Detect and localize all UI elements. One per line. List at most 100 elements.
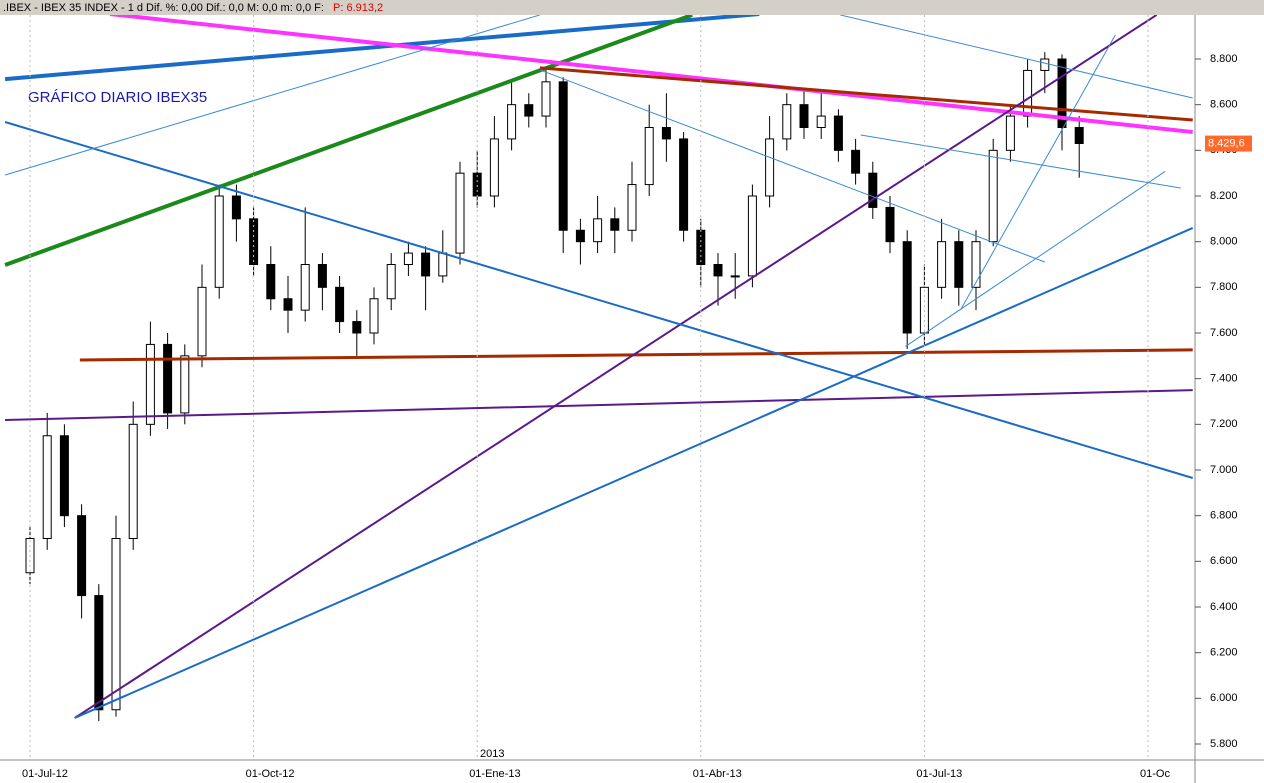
x-tick-label: 01-Abr-13: [693, 768, 742, 780]
candle-body: [386, 264, 396, 300]
y-tick-label: 7.000: [1210, 464, 1238, 476]
header-price: P: 6.913,2: [333, 2, 383, 14]
candle-body: [489, 138, 499, 197]
candle-body: [180, 355, 190, 414]
candle-body: [128, 423, 138, 540]
plot-area: [4, 15, 1194, 722]
candle-body: [575, 229, 585, 243]
y-tick-label: 6.200: [1210, 647, 1238, 659]
candle-body: [59, 435, 69, 517]
trendline: [860, 134, 1181, 189]
candle-body: [593, 218, 603, 243]
candle-body: [833, 115, 843, 151]
y-tick-label: 6.600: [1210, 555, 1238, 567]
candle-body: [507, 104, 517, 140]
candle-body: [851, 149, 861, 174]
y-tick-label: 6.800: [1210, 510, 1238, 522]
candle-body: [730, 275, 740, 278]
candle-body: [1040, 58, 1050, 71]
candle-body: [317, 264, 327, 288]
x-tick-label: 01-Oct-12: [246, 768, 295, 780]
candle-body: [799, 104, 809, 128]
candle-body: [868, 172, 878, 208]
header-bar: [0, 0, 1264, 15]
candle-body: [1005, 115, 1015, 151]
candle-body: [524, 104, 534, 117]
candle-body: [266, 264, 276, 300]
candle-body: [971, 241, 981, 288]
candle-body: [145, 343, 155, 425]
candle-body: [954, 241, 964, 288]
candle-body: [77, 515, 87, 597]
candle-body: [1057, 58, 1067, 128]
y-tick-label: 7.800: [1210, 281, 1238, 293]
trendline: [539, 69, 1045, 263]
candle-body: [610, 218, 620, 231]
trendline: [74, 227, 1194, 719]
candle-body: [369, 298, 379, 334]
candle-body: [214, 195, 224, 288]
candle-body: [231, 195, 241, 220]
candle-body: [1023, 69, 1033, 117]
candle-body: [352, 321, 362, 334]
candle-body: [885, 206, 895, 243]
trendline: [4, 15, 760, 82]
candle-body: [713, 264, 723, 277]
x-tick-label: 01-Jul-12: [22, 768, 68, 780]
year-label: 2013: [480, 748, 504, 760]
chart-title: GRÁFICO DIARIO IBEX35: [28, 89, 207, 106]
candle-body: [1074, 127, 1084, 144]
trendline: [74, 15, 1158, 719]
candle-body: [335, 286, 345, 323]
candle-body: [438, 252, 448, 277]
y-tick-label: 6.000: [1210, 692, 1238, 704]
y-tick-label: 8.200: [1210, 190, 1238, 202]
trendline: [840, 15, 1193, 99]
trendline: [960, 34, 1116, 311]
y-tick-label: 8.600: [1210, 99, 1238, 111]
candle-body: [765, 138, 775, 197]
candle-body: [197, 286, 207, 357]
trendline: [109, 15, 1193, 135]
last-price-label: 8.429,6: [1208, 137, 1245, 149]
y-tick-label: 8.800: [1210, 53, 1238, 65]
trendline: [79, 348, 1193, 362]
candle-body: [661, 127, 671, 140]
candle-body: [421, 252, 431, 277]
trendline: [905, 170, 1166, 347]
y-tick-label: 7.200: [1210, 418, 1238, 430]
candle-body: [816, 115, 826, 129]
candle-body: [679, 138, 689, 231]
candle-body: [782, 104, 792, 140]
y-tick-label: 8.000: [1210, 236, 1238, 248]
y-tick-label: 5.800: [1210, 738, 1238, 750]
candle-body: [455, 172, 465, 254]
candle-body: [627, 184, 637, 231]
y-tick-label: 7.400: [1210, 373, 1238, 385]
trendline: [4, 121, 1194, 479]
candle-body: [403, 252, 413, 265]
candle-body: [937, 241, 947, 288]
x-tick-label: 01-Oc: [1140, 768, 1170, 780]
candle-body: [644, 127, 654, 186]
last-price-box: [1205, 135, 1252, 152]
trendline: [4, 15, 693, 267]
candle-body: [94, 595, 104, 711]
candle-body: [988, 149, 998, 243]
candle-body: [541, 81, 551, 117]
header: .IBEX - IBEX 35 INDEX - 1 d Dif. %: 0,00…: [3, 2, 324, 14]
candle-body: [111, 538, 121, 711]
candle-body: [163, 343, 173, 414]
candle-body: [283, 298, 293, 311]
trendline: [539, 66, 1193, 122]
trendline: [5, 389, 1193, 421]
trendline: [4, 15, 541, 176]
y-tick-label: 7.600: [1210, 327, 1238, 339]
y-tick-label: 6.400: [1210, 601, 1238, 613]
candle-body: [558, 81, 568, 231]
candle-body: [747, 195, 757, 277]
candle-body: [300, 264, 310, 311]
x-tick-label: 01-Jul-13: [916, 768, 962, 780]
candle-body: [42, 435, 52, 539]
x-tick-label: 01-Ene-13: [469, 768, 520, 780]
